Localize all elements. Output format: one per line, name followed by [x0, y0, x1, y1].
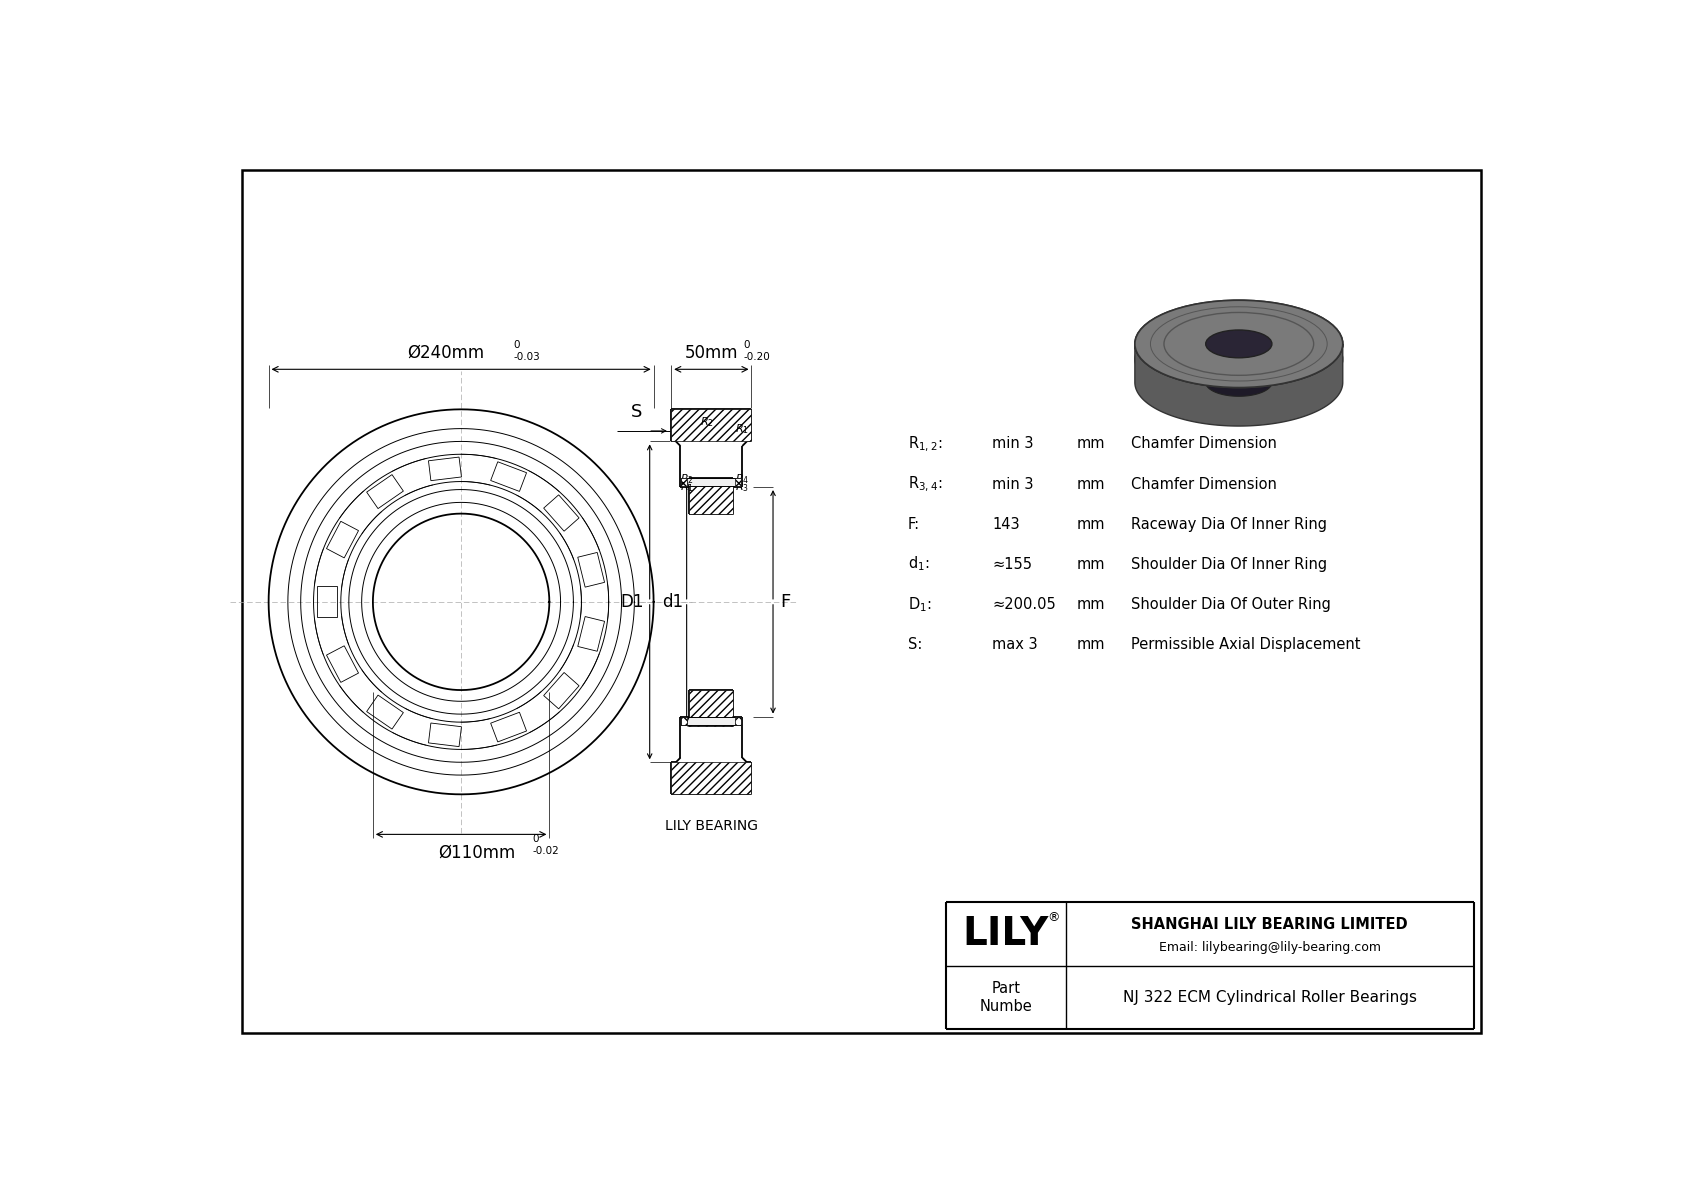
Text: Chamfer Dimension: Chamfer Dimension	[1132, 436, 1276, 451]
Text: SHANGHAI LILY BEARING LIMITED: SHANGHAI LILY BEARING LIMITED	[1132, 917, 1408, 933]
Bar	[672, 410, 751, 442]
Text: Shoulder Dia Of Inner Ring: Shoulder Dia Of Inner Ring	[1132, 556, 1327, 572]
Text: ≈200.05: ≈200.05	[992, 597, 1056, 612]
Text: LILY BEARING: LILY BEARING	[665, 819, 758, 833]
Text: min 3: min 3	[992, 476, 1034, 492]
Text: 50mm: 50mm	[685, 343, 738, 362]
Text: max 3: max 3	[992, 637, 1037, 651]
Text: S: S	[632, 403, 642, 420]
Text: $R_1$: $R_1$	[736, 423, 749, 436]
Ellipse shape	[1135, 316, 1342, 403]
Text: 0: 0	[514, 341, 520, 350]
Text: $R_3$: $R_3$	[736, 481, 749, 494]
Text: NJ 322 ECM Cylindrical Roller Bearings: NJ 322 ECM Cylindrical Roller Bearings	[1123, 990, 1416, 1005]
Text: 143: 143	[992, 517, 1021, 531]
Text: d1: d1	[662, 593, 682, 611]
Ellipse shape	[1206, 330, 1271, 357]
Text: -0.02: -0.02	[532, 846, 559, 856]
Text: mm: mm	[1078, 637, 1106, 651]
Text: 0: 0	[744, 341, 749, 350]
Text: mm: mm	[1078, 476, 1106, 492]
Text: Permissible Axial Displacement: Permissible Axial Displacement	[1132, 637, 1361, 651]
Polygon shape	[1135, 344, 1342, 426]
Bar	[682, 479, 687, 486]
Text: Part
Numbe: Part Numbe	[980, 981, 1032, 1014]
Text: $R_1$: $R_1$	[680, 481, 694, 494]
Text: Chamfer Dimension: Chamfer Dimension	[1132, 476, 1276, 492]
Text: R$_{3,4}$:: R$_{3,4}$:	[908, 474, 941, 494]
Text: $R_4$: $R_4$	[734, 472, 749, 486]
Text: d$_{1}$:: d$_{1}$:	[908, 555, 930, 573]
Bar	[682, 717, 741, 725]
Bar	[736, 479, 741, 486]
Text: mm: mm	[1078, 517, 1106, 531]
Text: -0.20: -0.20	[744, 351, 771, 362]
Text: Ø110mm: Ø110mm	[438, 843, 515, 861]
Bar	[682, 717, 687, 725]
Text: D1: D1	[620, 593, 643, 611]
Text: $R_2$: $R_2$	[680, 472, 694, 486]
Text: mm: mm	[1078, 556, 1106, 572]
Text: Raceway Dia Of Inner Ring: Raceway Dia Of Inner Ring	[1132, 517, 1327, 531]
Text: F: F	[781, 593, 791, 611]
Text: mm: mm	[1078, 597, 1106, 612]
Ellipse shape	[1135, 300, 1342, 387]
Text: ≈155: ≈155	[992, 556, 1032, 572]
Ellipse shape	[1135, 300, 1342, 387]
Text: Shoulder Dia Of Outer Ring: Shoulder Dia Of Outer Ring	[1132, 597, 1330, 612]
Text: Email: lilybearing@lily-bearing.com: Email: lilybearing@lily-bearing.com	[1159, 941, 1381, 954]
Polygon shape	[1206, 344, 1271, 397]
Text: -0.03: -0.03	[514, 351, 541, 362]
Bar	[672, 762, 751, 794]
Text: 0: 0	[532, 835, 539, 844]
Text: ®: ®	[1047, 911, 1059, 924]
Text: D$_{1}$:: D$_{1}$:	[908, 594, 931, 613]
Ellipse shape	[1206, 330, 1271, 357]
Bar	[689, 478, 734, 513]
Bar	[689, 690, 734, 727]
Text: S:: S:	[908, 637, 923, 651]
Text: mm: mm	[1078, 436, 1106, 451]
Text: Ø240mm: Ø240mm	[408, 343, 485, 362]
Bar	[736, 717, 741, 725]
Text: LILY: LILY	[963, 915, 1049, 953]
Text: F:: F:	[908, 517, 919, 531]
Text: $R_2$: $R_2$	[701, 414, 714, 429]
Bar	[682, 479, 741, 486]
Text: min 3: min 3	[992, 436, 1034, 451]
Text: R$_{1,2}$:: R$_{1,2}$:	[908, 435, 941, 454]
